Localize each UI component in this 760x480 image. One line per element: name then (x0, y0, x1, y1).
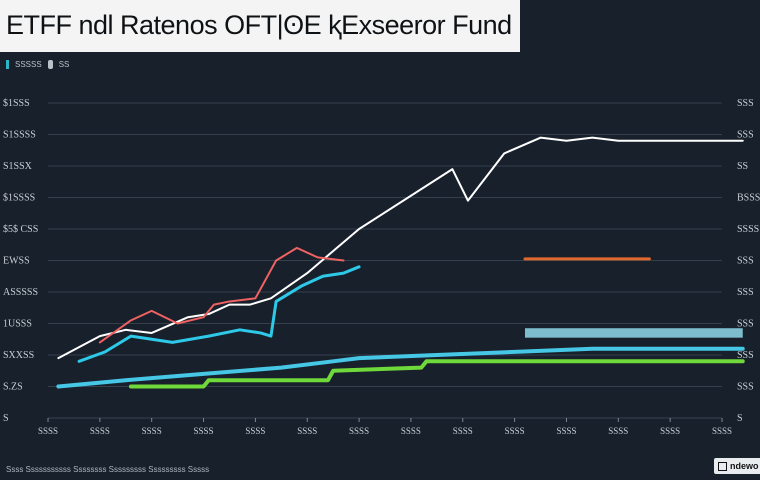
x-tick-label: SSSS (90, 426, 110, 436)
x-tick-label: SSSS (245, 426, 265, 436)
legend-swatch-0 (6, 59, 9, 69)
y-tick-label-left: S.ZS (3, 382, 23, 393)
x-tick-label: SSSS (194, 426, 214, 436)
y-tick-label-right: SSS (737, 350, 754, 361)
x-tick-label: SSSS (401, 426, 421, 436)
x-tick-label: SSSS (349, 426, 369, 436)
watermark-badge: ndewo (714, 458, 760, 474)
y-tick-label-left: $1SSSS (3, 193, 35, 204)
y-tick-label-left: $5$ CSS (3, 224, 38, 235)
x-tick-label: SSSS (38, 426, 58, 436)
x-tick-label: SSSS (712, 426, 732, 436)
badge-label: ndewo (730, 461, 759, 471)
x-tick-label: SSSS (505, 426, 525, 436)
chart-title: ETFF ndl Ratenos OFT|ʘE ⱪExseeror Fund (6, 10, 512, 40)
y-tick-label-right: SSSS (737, 224, 759, 235)
y-tick-label-right: SSS (737, 382, 754, 393)
title-background (0, 0, 520, 52)
legend: SSSSS SS (6, 58, 69, 70)
footer-note: Ssss Sssssssssss Ssssssss Sssssssss Ssss… (6, 465, 210, 474)
y-tick-label-left: SXXSS (3, 350, 34, 361)
x-tick-label: SSSS (453, 426, 473, 436)
y-tick-label-left: ASSSSS (3, 287, 38, 298)
x-tick-label: SSSS (660, 426, 680, 436)
y-tick-label-left: S1SSX (3, 161, 33, 172)
x-tick-label: SSSS (142, 426, 162, 436)
y-tick-label-right: SSS (737, 256, 754, 267)
x-tick-label: SSSS (608, 426, 628, 436)
range-band (524, 328, 743, 338)
y-tick-label-right: SSS (737, 319, 754, 330)
series-line-bonds (128, 359, 745, 389)
legend-swatch-1 (47, 59, 53, 69)
y-tick-label-left: EWSS (3, 256, 30, 267)
legend-label-1: SS (58, 59, 70, 69)
y-tick-label-left: $1SSS (3, 98, 30, 109)
y-tick-label-left: 1USSS (3, 319, 32, 330)
y-tick-label-left: S (3, 413, 9, 424)
y-tick-label-right: SSS (737, 130, 754, 141)
x-tick-label: SSSS (556, 426, 576, 436)
y-tick-label-right: S (737, 413, 743, 424)
y-tick-label-right: SS (737, 161, 748, 172)
y-tick-label-left: S1SSSS (3, 130, 36, 141)
series-line-cash (56, 346, 745, 389)
series-line-main-fund (57, 136, 744, 360)
badge-box-icon (718, 461, 727, 471)
y-tick-label-right: BSSS (737, 193, 760, 204)
x-tick-label: SSSS (297, 426, 317, 436)
series-line-benchmark (98, 246, 345, 344)
y-tick-label-right: SSS (737, 287, 754, 298)
y-tick-label-right: SSS (737, 98, 754, 109)
series-line-index (77, 265, 361, 363)
legend-label-0: SSSSS (15, 59, 42, 69)
